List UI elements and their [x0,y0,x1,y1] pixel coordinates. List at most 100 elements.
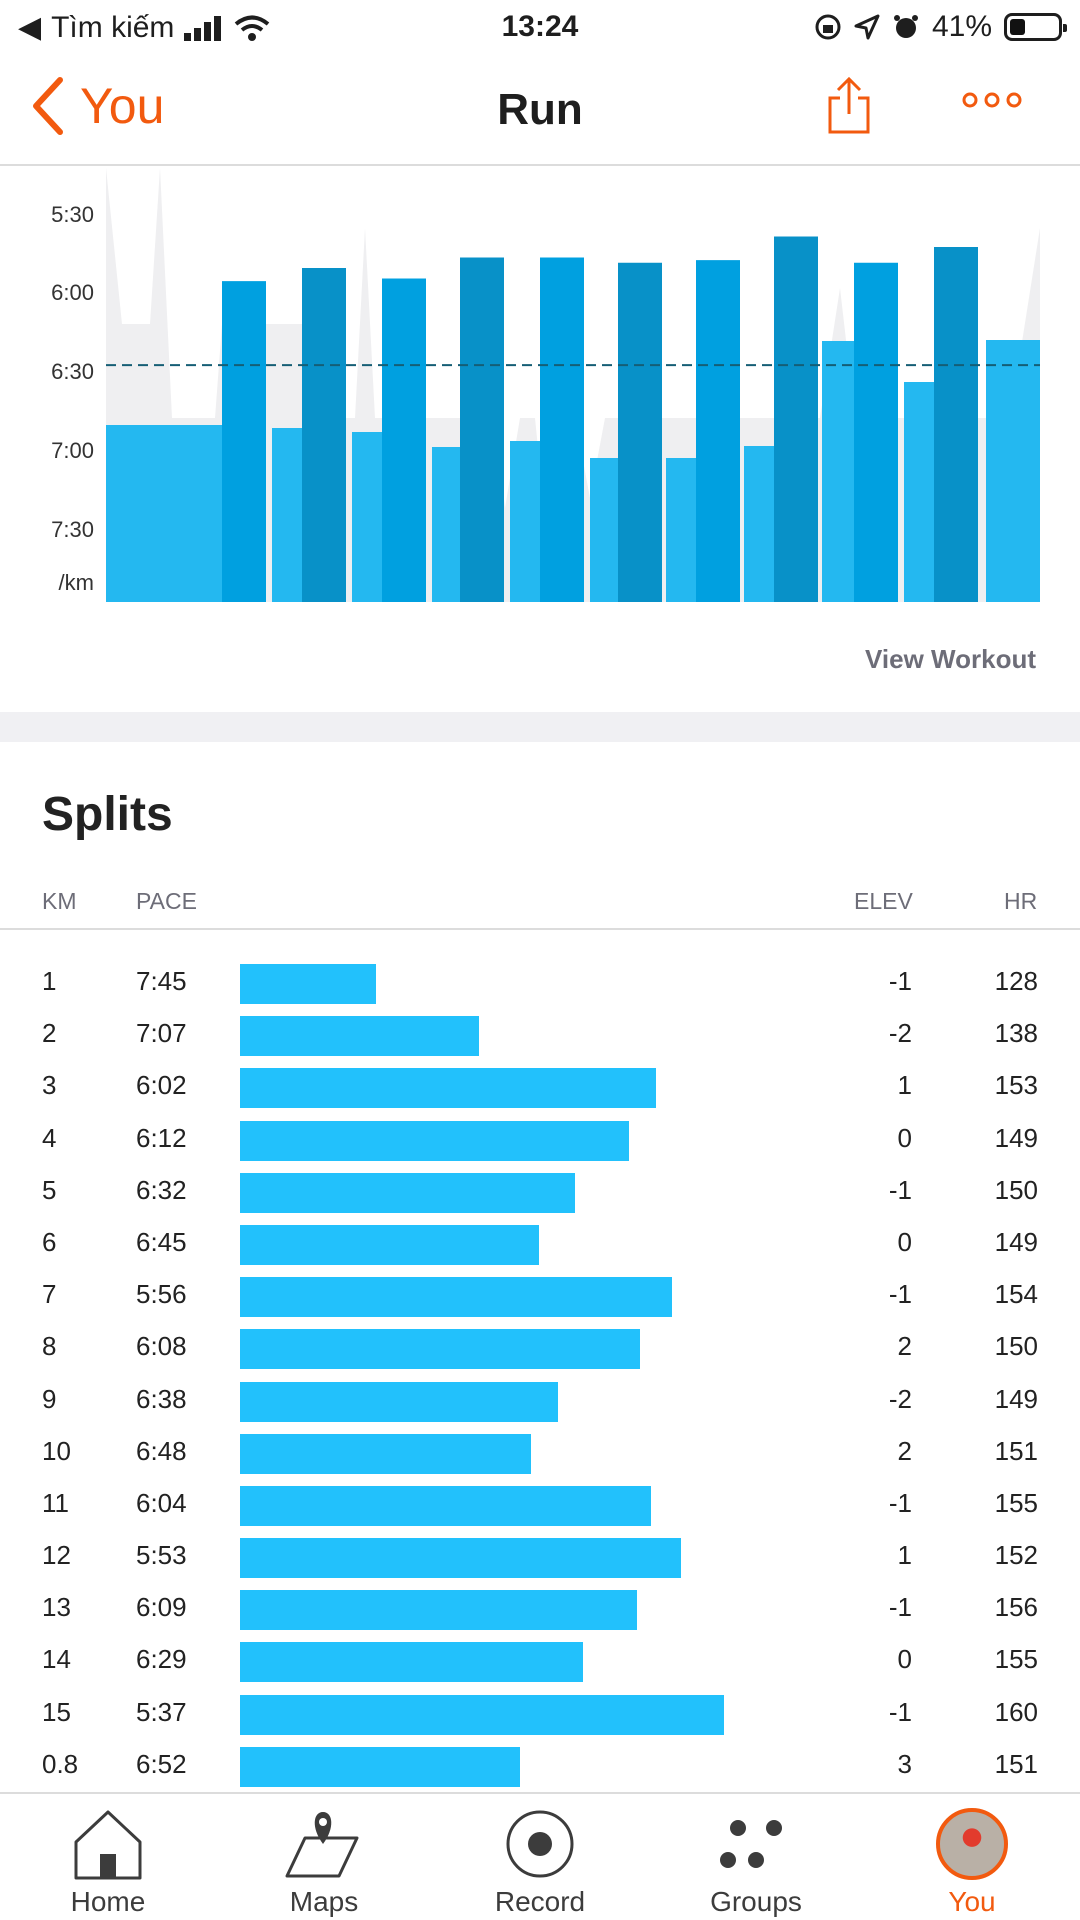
split-pace: 7:07 [136,1018,187,1049]
tab-label: You [948,1886,996,1917]
chart-bar [460,257,504,602]
battery-percent: 41% [931,10,992,43]
view-workout-link[interactable]: View Workout [865,644,1036,674]
split-pace: 6:38 [136,1383,187,1414]
header-elev: ELEV [854,888,913,914]
split-elev: 0 [897,1122,912,1153]
back-arrow-icon: ◀ [18,11,42,44]
alarm-icon [893,15,918,38]
y-tick: 6:30 [51,359,94,384]
split-pace: 7:45 [136,966,187,996]
splits-table: 1 7:45 -1 128 2 7:07 -2 138 3 6:02 1 153 4 6:12 0 149 5 6… [0,958,1080,1793]
split-hr: 155 [994,1644,1038,1675]
split-elev: -1 [888,1487,912,1518]
split-km: 8 [42,1331,57,1362]
battery-level [1010,19,1026,35]
split-km: 6 [42,1226,57,1257]
split-pace: 6:09 [136,1592,187,1623]
wifi-icon [235,15,270,41]
more-options-button[interactable] [962,90,1022,115]
chart-interval-bar [904,382,934,602]
map-pin-icon [285,1812,359,1878]
chart-interval-bar [744,446,774,602]
split-pace-bar [240,1538,681,1579]
split-km: 7 [42,1279,57,1310]
chart-bar [854,262,898,602]
record-icon [506,1810,574,1878]
chart-interval-bar [986,340,1040,602]
split-pace: 5:56 [136,1279,187,1310]
back-label: You [80,78,165,134]
split-pace-bar [240,1433,532,1474]
split-pace-bar [240,1224,540,1265]
status-left: ◀ Tìm kiếm [18,10,270,45]
split-km: 5 [42,1174,57,1205]
split-pace-bar [240,1381,559,1422]
tab-groups[interactable]: Groups [676,1804,836,1918]
split-hr: 128 [994,966,1038,996]
split-row: 6 6:45 0 149 [0,1219,1080,1271]
page-title: Run [497,85,583,134]
split-pace-bar [240,1120,629,1161]
status-bar: ◀ Tìm kiếm 13:24 41% [0,0,1080,54]
split-km: 2 [42,1018,57,1049]
split-elev: 0 [897,1644,912,1675]
split-elev: 2 [897,1435,912,1466]
split-pace: 6:12 [136,1122,187,1153]
pace-chart: 5:30 6:00 6:30 7:00 7:30 /km View Workou… [0,168,1080,713]
split-row: 1 7:45 -1 128 [0,958,1080,1010]
split-pace: 6:45 [136,1226,187,1257]
split-pace: 6:32 [136,1174,187,1205]
chart-interval-bar [510,441,540,602]
chart-interval-bar [352,432,382,602]
chart-bar [222,281,266,602]
battery-icon [1004,13,1067,41]
split-pace-bar [240,1590,638,1631]
split-pace-bar [240,1642,583,1683]
split-elev: -1 [888,1592,912,1623]
split-pace: 6:48 [136,1435,187,1466]
chart-interval-bar [822,341,856,602]
split-elev: 1 [897,1540,912,1571]
tab-maps[interactable]: Maps [244,1804,404,1918]
signal-icon [184,15,222,41]
split-km: 3 [42,1070,57,1101]
split-elev: -1 [888,1696,912,1727]
split-elev: 3 [897,1748,912,1779]
tab-record[interactable]: Record [460,1804,620,1918]
split-pace-bar [240,1068,657,1109]
chart-bar [934,247,978,602]
back-button[interactable]: You [30,76,164,136]
split-km: 1 [42,966,57,996]
header-km: KM [42,888,77,914]
split-pace-bar [240,1329,640,1370]
split-pace: 6:02 [136,1070,187,1101]
tab-home[interactable]: Home [28,1804,188,1918]
y-tick: 7:30 [51,517,94,542]
tab-you[interactable]: You [892,1804,1052,1918]
tab-label: Record [494,1886,586,1917]
split-hr: 149 [994,1226,1038,1257]
location-icon [854,14,880,40]
tab-label: Home [70,1886,146,1917]
y-tick: 7:00 [51,438,94,463]
avatar [936,1808,1008,1880]
splits-header: KM PACE ELEV HR [0,884,1080,930]
header-hr: HR [1004,888,1038,914]
split-km: 10 [42,1435,71,1466]
split-km: 14 [42,1644,71,1675]
split-km: 15 [42,1696,71,1727]
split-elev: -2 [888,1383,912,1414]
split-pace: 6:08 [136,1331,187,1362]
chart-interval-bar [272,428,302,602]
status-right: 41% [814,10,1067,44]
share-button[interactable] [826,76,872,141]
split-pace: 6:52 [136,1748,187,1779]
split-row: 2 7:07 -2 138 [0,1010,1080,1062]
chart-interval-bar [106,425,223,602]
split-km: 12 [42,1540,71,1571]
chart-canvas [106,168,1040,602]
split-pace: 5:37 [136,1696,187,1727]
chart-bar [382,278,426,602]
split-hr: 156 [994,1592,1038,1623]
